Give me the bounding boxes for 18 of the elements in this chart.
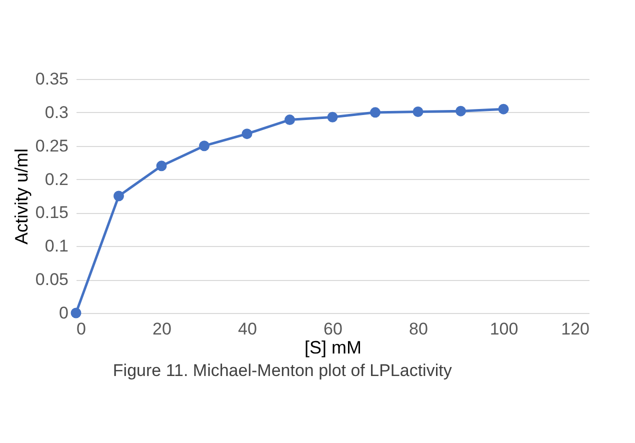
y-tick-label: 0 xyxy=(59,304,68,322)
caption: Figure 11. Michael-Menton plot of LPLactivity xyxy=(112,361,452,380)
y-tick-label: 0.3 xyxy=(44,102,68,122)
y-tick-label: 0.35 xyxy=(35,70,68,88)
x-tick-label: 120 xyxy=(561,320,590,338)
y-tick-label: 0.2 xyxy=(44,170,68,189)
x-axis-title: [S] mM xyxy=(304,338,362,358)
x-tick-label: 100 xyxy=(490,320,518,338)
x-tick-label: 80 xyxy=(409,320,428,338)
y-tick-label: 0.1 xyxy=(44,236,68,256)
x-tick-label: 40 xyxy=(238,320,257,338)
y-tick-label: 0.25 xyxy=(35,136,68,156)
x-tick-label: 20 xyxy=(152,320,172,338)
x-tick-label: 60 xyxy=(324,320,342,338)
y-axis-title: Activity u/ml xyxy=(11,148,32,245)
y-tick-label: 0.05 xyxy=(35,270,68,290)
y-tick-label: 0.15 xyxy=(35,203,68,222)
x-tick-label: 0 xyxy=(76,320,86,338)
